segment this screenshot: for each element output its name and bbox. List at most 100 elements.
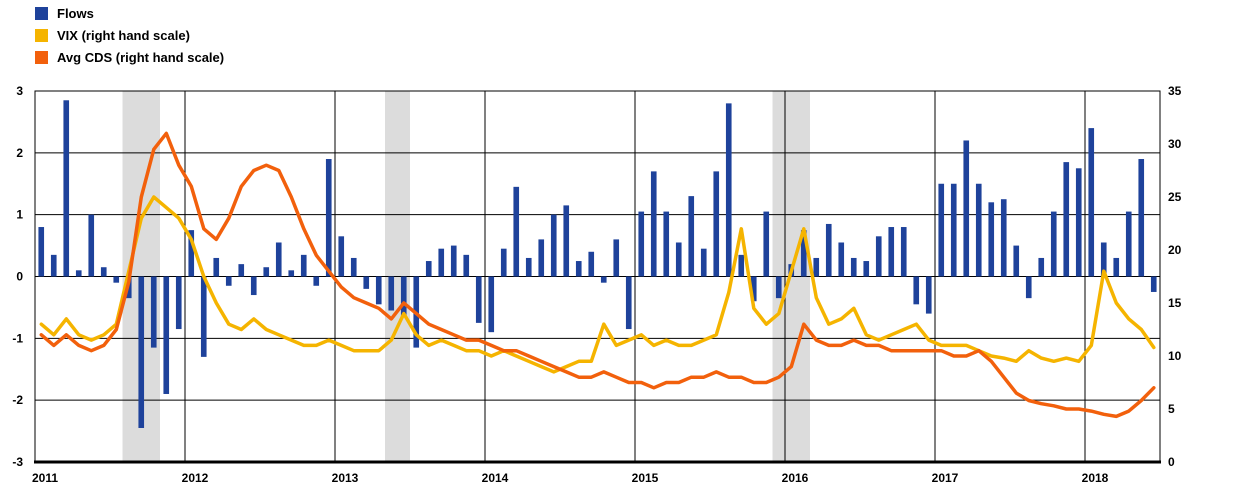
flow-bar (1113, 257, 1120, 277)
flow-bar (1038, 257, 1045, 277)
flow-bar (163, 276, 170, 394)
flow-bar (88, 214, 95, 277)
flow-bar (963, 140, 970, 277)
right-axis-tick-label: 25 (1168, 190, 1182, 204)
flow-bar (763, 211, 770, 277)
x-axis-tick-label: 2016 (782, 471, 809, 485)
flow-bar (638, 211, 645, 277)
legend-label-vix: VIX (right hand scale) (57, 28, 190, 43)
flow-bar (400, 276, 407, 317)
flow-bar (500, 248, 507, 277)
flow-bar (50, 254, 57, 277)
flow-bar (475, 276, 482, 323)
flow-bar (863, 261, 870, 277)
flow-bar (225, 276, 232, 286)
flow-bar (100, 267, 107, 277)
right-axis-tick-label: 0 (1168, 455, 1175, 469)
flow-bar (113, 276, 120, 283)
flow-bar (38, 227, 45, 277)
flow-bar (800, 230, 807, 277)
legend: Flows VIX (right hand scale) Avg CDS (ri… (35, 6, 224, 72)
flow-bar (538, 239, 545, 277)
flow-bar (738, 254, 745, 277)
flow-bar (150, 276, 157, 348)
right-axis-tick-label: 15 (1168, 296, 1182, 310)
flow-bar (700, 248, 707, 277)
flow-bar (725, 103, 732, 277)
flow-bar (425, 261, 432, 277)
avg-cds-line (39, 131, 1156, 419)
left-axis-tick-label: 3 (16, 84, 23, 98)
flow-bar (1125, 211, 1132, 277)
vix-line (39, 195, 1156, 374)
flow-bar (513, 186, 520, 277)
flow-bar (713, 171, 720, 277)
flow-bar (613, 239, 620, 277)
legend-item-flows: Flows (35, 6, 224, 21)
flow-bar (463, 254, 470, 277)
flow-bar (75, 270, 82, 277)
legend-label-avg-cds: Avg CDS (right hand scale) (57, 50, 225, 65)
legend-label-flows: Flows (57, 6, 94, 21)
flow-bar (975, 183, 982, 277)
flow-bar (188, 230, 195, 277)
flow-bar (1000, 199, 1007, 277)
flow-bar (813, 257, 820, 277)
flow-bar (175, 276, 182, 330)
flow-bar (688, 196, 695, 277)
flow-bar (675, 242, 682, 277)
flow-bar (300, 254, 307, 277)
x-axis-tick-label: 2017 (932, 471, 959, 485)
flow-bar (438, 248, 445, 277)
x-axis-tick-label: 2012 (182, 471, 209, 485)
flow-bar (1075, 168, 1082, 277)
flow-bar (900, 227, 907, 277)
flow-bar (63, 100, 70, 277)
flow-bar (750, 276, 757, 302)
flow-bar (238, 264, 245, 277)
flow-bar (1088, 128, 1095, 277)
flow-bar (775, 276, 782, 299)
legend-item-avg-cds: Avg CDS (right hand scale) (35, 50, 224, 65)
flow-bar (825, 223, 832, 277)
flow-bar (650, 171, 657, 277)
left-axis-tick-label: -2 (12, 393, 23, 407)
right-axis-tick-label: 20 (1168, 243, 1182, 257)
flow-bar (925, 276, 932, 314)
flow-bar (950, 183, 957, 277)
x-axis-tick-label: 2015 (632, 471, 659, 485)
flow-bar (1138, 159, 1145, 277)
flow-bar (600, 276, 607, 283)
flow-bar (388, 276, 395, 311)
left-axis-tick-label: 2 (16, 146, 23, 160)
flow-bar (313, 276, 320, 286)
vix-swatch-icon (35, 29, 48, 42)
flow-bar (350, 257, 357, 277)
flow-bar (275, 242, 282, 277)
avg-cds-swatch-icon (35, 51, 48, 64)
legend-item-vix: VIX (right hand scale) (35, 28, 224, 43)
flow-bar (850, 257, 857, 277)
flow-bar (1050, 211, 1057, 277)
flow-bar (575, 261, 582, 277)
flow-bar (375, 276, 382, 305)
flow-bar (838, 242, 845, 277)
flow-bar (1025, 276, 1032, 299)
x-axis-tick-label: 2013 (332, 471, 359, 485)
x-axis-tick-label: 2018 (1082, 471, 1109, 485)
flow-bar (875, 236, 882, 277)
flow-bar (550, 214, 557, 277)
flow-bar (213, 257, 220, 277)
right-axis-tick-label: 35 (1168, 84, 1182, 98)
flow-bar (913, 276, 920, 305)
flow-bar (938, 183, 945, 277)
flows-swatch-icon (35, 7, 48, 20)
x-axis-tick-label: 2014 (482, 471, 509, 485)
flow-bar (138, 276, 145, 428)
flow-bar (338, 236, 345, 277)
flow-bar (1100, 242, 1107, 277)
left-axis-tick-label: -3 (12, 455, 23, 469)
x-axis-tick-label: 2011 (32, 471, 58, 485)
flow-bar (288, 270, 295, 277)
